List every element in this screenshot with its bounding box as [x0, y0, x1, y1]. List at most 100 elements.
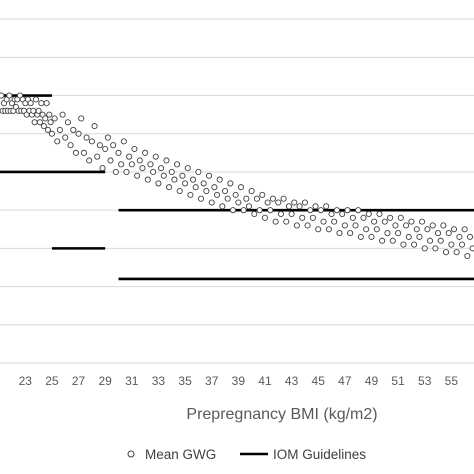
- mean-gwg-point-143: [328, 210, 335, 218]
- mean-gwg-point-60: [107, 157, 114, 164]
- mean-gwg-point-157: [365, 210, 372, 218]
- mean-gwg-point-165: [387, 214, 394, 221]
- mean-gwg-point-191: [456, 233, 463, 240]
- mean-gwg-point-47: [72, 149, 79, 156]
- mean-gwg-point-102: [219, 203, 226, 210]
- mean-gwg-point-76: [150, 168, 157, 175]
- mean-gwg-point-120: [267, 207, 274, 214]
- mean-gwg-point-194: [464, 252, 471, 260]
- mean-gwg-point-73: [142, 149, 149, 156]
- mean-gwg-point-174: [411, 241, 418, 248]
- mean-gwg-point-69: [131, 145, 138, 153]
- mean-gwg-point-150: [347, 230, 354, 237]
- mean-gwg-point-90: [187, 191, 194, 198]
- mean-gwg-point-36: [46, 111, 53, 118]
- mean-gwg-point-117: [259, 191, 266, 198]
- mean-gwg-point-58: [102, 145, 109, 153]
- mean-gwg-point-40: [54, 138, 61, 145]
- mean-gwg-point-134: [304, 222, 311, 229]
- mean-gwg-point-147: [339, 210, 346, 218]
- mean-gwg-point-92: [192, 184, 199, 191]
- mean-gwg-point-63: [115, 149, 122, 156]
- mean-gwg-point-64: [118, 161, 125, 168]
- mean-gwg-point-111: [243, 195, 250, 202]
- mean-gwg-point-153: [355, 207, 362, 214]
- mean-gwg-point-74: [144, 176, 151, 183]
- mean-gwg-point-181: [429, 222, 436, 229]
- mean-gwg-point-183: [435, 230, 442, 237]
- mean-gwg-point-178: [421, 245, 428, 252]
- mean-gwg-point-109: [237, 184, 245, 191]
- mean-gwg-point-50: [80, 149, 87, 156]
- x-tick-label-14: 51: [391, 374, 405, 388]
- mean-gwg-point-145: [333, 207, 340, 214]
- mean-gwg-point-87: [179, 172, 186, 179]
- mean-gwg-point-133: [301, 199, 308, 206]
- mean-gwg-point-72: [139, 165, 146, 172]
- x-tick-label-3: 29: [99, 374, 113, 388]
- mean-gwg-point-84: [171, 176, 178, 183]
- mean-gwg-point-0: [0, 92, 5, 99]
- mean-gwg-point-182: [432, 245, 439, 252]
- mean-gwg-point-6: [6, 92, 13, 99]
- mean-gwg-point-49: [78, 115, 85, 122]
- mean-gwg-point-106: [229, 207, 237, 214]
- mean-gwg-point-127: [285, 203, 292, 210]
- mean-gwg-point-39: [51, 115, 58, 122]
- mean-gwg-point-186: [442, 249, 450, 256]
- mean-gwg-point-166: [389, 237, 396, 244]
- mean-gwg-point-37: [47, 119, 54, 126]
- mean-gwg-point-80: [160, 172, 167, 179]
- mean-gwg-point-119: [264, 199, 271, 206]
- mean-gwg-point-187: [445, 230, 452, 237]
- mean-gwg-point-77: [152, 153, 159, 160]
- mean-gwg-point-155: [360, 214, 367, 221]
- mean-gwg-point-121: [269, 195, 276, 202]
- mean-gwg-point-81: [163, 157, 170, 164]
- mean-gwg-point-156: [363, 226, 370, 233]
- mean-gwg-point-185: [440, 222, 447, 229]
- mean-gwg-point-89: [184, 165, 191, 172]
- mean-gwg-point-130: [293, 222, 300, 229]
- mean-gwg-point-43: [62, 134, 69, 141]
- mean-gwg-point-53: [88, 138, 95, 145]
- mean-gwg-point-108: [235, 199, 242, 206]
- mean-gwg-point-68: [128, 161, 135, 168]
- mean-gwg-point-172: [405, 233, 412, 240]
- mean-gwg-point-129: [291, 199, 298, 206]
- x-tick-label-7: 37: [205, 374, 219, 388]
- mean-gwg-point-128: [288, 210, 295, 218]
- mean-gwg-point-139: [317, 207, 324, 214]
- mean-gwg-point-41: [56, 126, 63, 133]
- mean-gwg-point-190: [453, 249, 460, 256]
- mean-gwg-point-83: [168, 168, 175, 175]
- x-tick-label-4: 31: [125, 374, 139, 388]
- mean-gwg-point-110: [240, 207, 247, 214]
- x-tick-label-9: 41: [258, 374, 272, 388]
- mean-gwg-point-30: [38, 100, 45, 107]
- mean-gwg-point-55: [94, 153, 101, 160]
- mean-gwg-point-137: [312, 203, 319, 210]
- mean-gwg-point-123: [275, 199, 282, 206]
- mean-gwg-point-162: [379, 237, 386, 244]
- mean-gwg-point-75: [147, 161, 154, 168]
- mean-gwg-point-38: [48, 130, 55, 137]
- mean-gwg-point-141: [323, 203, 330, 210]
- mean-gwg-point-70: [134, 172, 141, 179]
- mean-gwg-point-86: [176, 188, 183, 195]
- mean-gwg-point-179: [424, 226, 431, 233]
- mean-gwg-point-125: [280, 195, 287, 202]
- mean-gwg-point-112: [245, 203, 253, 210]
- mean-gwg-point-62: [112, 168, 119, 175]
- mean-gwg-point-142: [325, 226, 332, 233]
- mean-gwg-point-48: [75, 130, 82, 137]
- mean-gwg-point-25: [31, 119, 38, 126]
- legend: Mean GWG IOM Guidelines: [127, 447, 366, 462]
- mean-gwg-point-124: [277, 210, 284, 218]
- mean-gwg-point-189: [450, 226, 458, 233]
- mean-gwg-point-180: [427, 237, 434, 244]
- mean-gwg-point-32: [40, 123, 47, 130]
- mean-gwg-point-114: [251, 210, 258, 218]
- x-tick-label-8: 39: [232, 374, 246, 388]
